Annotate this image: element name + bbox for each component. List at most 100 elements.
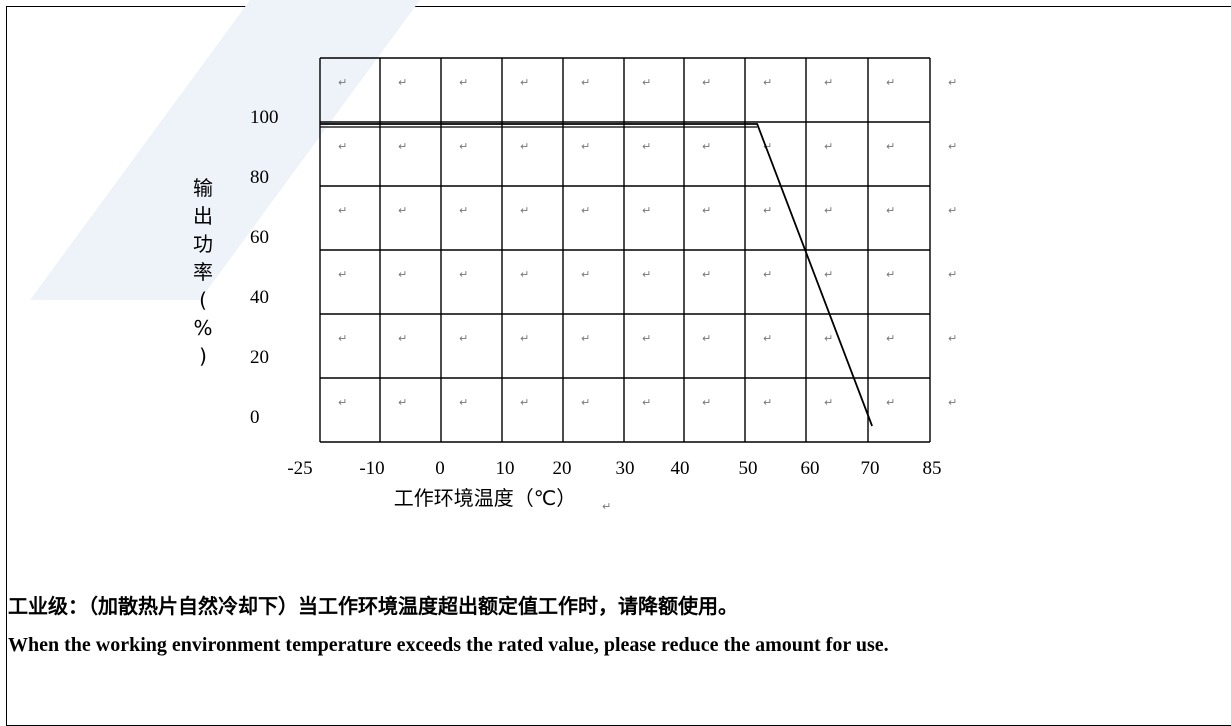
cell-mark: ↵ bbox=[520, 76, 529, 89]
cell-mark: ↵ bbox=[642, 76, 651, 89]
derating-curve bbox=[320, 123, 873, 427]
cell-mark: ↵ bbox=[702, 396, 711, 409]
cell-mark: ↵ bbox=[581, 268, 590, 281]
cell-mark: ↵ bbox=[642, 396, 651, 409]
cell-mark: ↵ bbox=[520, 332, 529, 345]
cell-mark: ↵ bbox=[886, 396, 895, 409]
y-axis-label-char: % bbox=[193, 316, 212, 340]
cell-mark: ↵ bbox=[824, 332, 833, 345]
english-note: When the working environment temperature… bbox=[8, 634, 889, 656]
y-axis-label-char: ( bbox=[199, 288, 207, 312]
y-axis-label-char: 出 bbox=[193, 204, 213, 228]
cell-mark: ↵ bbox=[642, 140, 651, 153]
cell-mark: ↵ bbox=[398, 396, 407, 409]
y-tick-label: 80 bbox=[250, 167, 269, 188]
cell-mark: ↵ bbox=[520, 140, 529, 153]
cell-mark: ↵ bbox=[338, 396, 347, 409]
cell-mark: ↵ bbox=[520, 204, 529, 217]
cell-mark: ↵ bbox=[581, 396, 590, 409]
cell-mark: ↵ bbox=[948, 204, 957, 217]
cell-mark: ↵ bbox=[642, 204, 651, 217]
x-tick-label: 60 bbox=[801, 458, 820, 479]
cell-mark: ↵ bbox=[702, 76, 711, 89]
cell-mark: ↵ bbox=[702, 332, 711, 345]
y-tick-label: 20 bbox=[250, 347, 269, 368]
cell-mark: ↵ bbox=[763, 268, 772, 281]
cell-mark: ↵ bbox=[338, 76, 347, 89]
x-tick-label: 20 bbox=[553, 458, 572, 479]
cell-mark: ↵ bbox=[824, 204, 833, 217]
x-axis-label-mark: ↵ bbox=[602, 500, 611, 513]
cell-mark: ↵ bbox=[642, 332, 651, 345]
cell-mark: ↵ bbox=[398, 140, 407, 153]
cell-mark: ↵ bbox=[459, 332, 468, 345]
cell-mark: ↵ bbox=[459, 396, 468, 409]
cell-mark: ↵ bbox=[581, 76, 590, 89]
cell-mark: ↵ bbox=[763, 332, 772, 345]
cell-marks: ↵ ↵ ↵ ↵ ↵ ↵ ↵ ↵ ↵ ↵ ↵ ↵ ↵ ↵ ↵ ↵ ↵ ↵ ↵ ↵ ↵ ↵ ↵ ↵ ↵ ↵ ↵ ↵ ↵ ↵ ↵ ↵ ↵ ↵ ↵ ↵ ↵ ↵ ↵ ↵… bbox=[338, 76, 957, 409]
cell-mark: ↵ bbox=[886, 76, 895, 89]
x-tick-label: 40 bbox=[671, 458, 690, 479]
cell-mark: ↵ bbox=[642, 268, 651, 281]
cell-mark: ↵ bbox=[763, 204, 772, 217]
cell-mark: ↵ bbox=[824, 140, 833, 153]
cell-mark: ↵ bbox=[702, 140, 711, 153]
cell-mark: ↵ bbox=[459, 268, 468, 281]
y-axis-label-char: 输 bbox=[193, 176, 213, 200]
y-axis-label-char: 功 bbox=[193, 232, 213, 256]
cell-mark: ↵ bbox=[398, 76, 407, 89]
cell-mark: ↵ bbox=[581, 140, 590, 153]
cell-mark: ↵ bbox=[948, 332, 957, 345]
cell-mark: ↵ bbox=[948, 140, 957, 153]
cell-mark: ↵ bbox=[398, 332, 407, 345]
cell-mark: ↵ bbox=[581, 204, 590, 217]
y-tick-label: 0 bbox=[250, 407, 260, 428]
x-tick-label: 70 bbox=[861, 458, 880, 479]
cell-mark: ↵ bbox=[886, 268, 895, 281]
cell-mark: ↵ bbox=[338, 268, 347, 281]
cell-mark: ↵ bbox=[398, 268, 407, 281]
derating-chart: ↵ ↵ ↵ ↵ ↵ ↵ ↵ ↵ ↵ ↵ ↵ ↵ ↵ ↵ ↵ ↵ ↵ ↵ ↵ ↵ ↵ ↵ ↵ ↵ ↵ ↵ ↵ ↵ ↵ ↵ ↵ ↵ ↵ ↵ ↵ ↵ ↵ ↵ ↵ ↵… bbox=[193, 57, 957, 513]
cell-mark: ↵ bbox=[886, 204, 895, 217]
cell-mark: ↵ bbox=[520, 396, 529, 409]
x-tick-label: -25 bbox=[287, 458, 312, 479]
y-axis-ticks: 0 20 40 60 80 100 bbox=[250, 107, 279, 428]
cell-mark: ↵ bbox=[824, 76, 833, 89]
cell-mark: ↵ bbox=[398, 204, 407, 217]
cell-mark: ↵ bbox=[886, 332, 895, 345]
x-axis-ticks: -25 -10 0 10 20 30 40 50 60 70 85 bbox=[287, 458, 941, 479]
x-tick-label: 30 bbox=[616, 458, 635, 479]
x-axis-label: 工作环境温度（℃） bbox=[394, 486, 576, 510]
cell-mark: ↵ bbox=[824, 396, 833, 409]
x-tick-label: 85 bbox=[923, 458, 942, 479]
y-axis-label-char: 率 bbox=[193, 260, 213, 284]
x-tick-label: 50 bbox=[739, 458, 758, 479]
x-tick-label: -10 bbox=[359, 458, 384, 479]
cell-mark: ↵ bbox=[702, 268, 711, 281]
y-tick-label: 60 bbox=[250, 227, 269, 248]
cell-mark: ↵ bbox=[948, 268, 957, 281]
cell-mark: ↵ bbox=[763, 396, 772, 409]
industrial-grade-note: 工业级：（加散热片自然冷却下）当工作环境温度超出额定值工作时，请降额使用。 bbox=[8, 594, 738, 618]
x-tick-label: 0 bbox=[435, 458, 445, 479]
cell-mark: ↵ bbox=[886, 140, 895, 153]
cell-mark: ↵ bbox=[520, 268, 529, 281]
cell-mark: ↵ bbox=[459, 76, 468, 89]
y-tick-label: 40 bbox=[250, 287, 269, 308]
cell-mark: ↵ bbox=[763, 76, 772, 89]
chart-grid bbox=[319, 57, 931, 443]
cell-mark: ↵ bbox=[338, 140, 347, 153]
cell-mark: ↵ bbox=[702, 204, 711, 217]
cell-mark: ↵ bbox=[459, 204, 468, 217]
cell-mark: ↵ bbox=[459, 140, 468, 153]
cell-mark: ↵ bbox=[338, 332, 347, 345]
y-tick-label: 100 bbox=[250, 107, 279, 128]
cell-mark: ↵ bbox=[824, 268, 833, 281]
cell-mark: ↵ bbox=[763, 140, 772, 153]
cell-mark: ↵ bbox=[948, 396, 957, 409]
y-axis-label-char: ) bbox=[199, 344, 207, 368]
cell-mark: ↵ bbox=[581, 332, 590, 345]
x-tick-label: 10 bbox=[496, 458, 515, 479]
cell-mark: ↵ bbox=[948, 76, 957, 89]
